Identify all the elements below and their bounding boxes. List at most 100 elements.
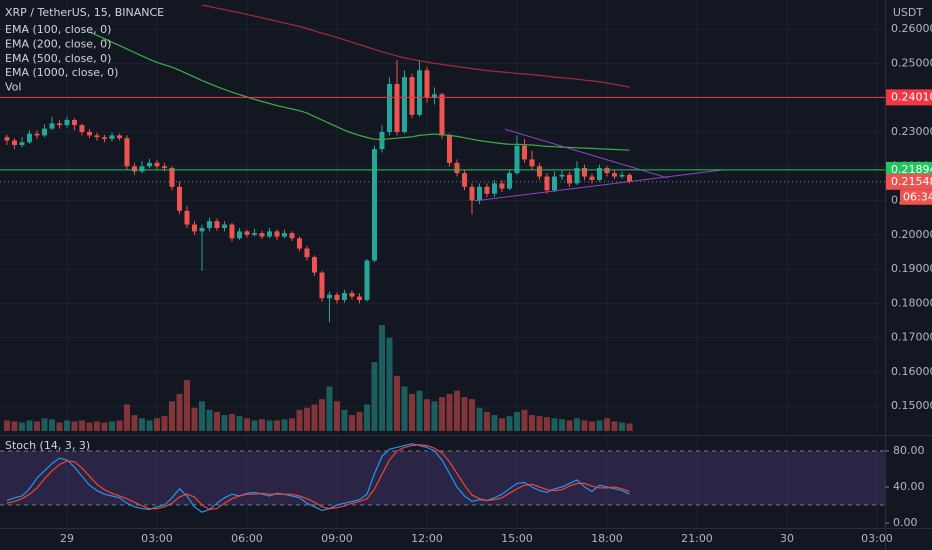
volume-bar	[393, 375, 400, 431]
legend-entry: EMA (200, close, 0)	[5, 37, 111, 50]
candle-body	[619, 174, 625, 177]
volume-bar	[491, 415, 498, 431]
volume-bar	[176, 393, 183, 431]
volume-bar	[611, 421, 618, 431]
x-tick-label: 03:00	[141, 532, 173, 545]
volume-bar	[296, 409, 303, 431]
volume-bar	[626, 423, 633, 431]
candle-body	[41, 128, 47, 136]
volume-bar	[131, 415, 138, 431]
volume-bar	[153, 418, 160, 431]
stoch-tick-label: 0.00	[893, 516, 918, 529]
volume-bar	[566, 420, 573, 431]
volume-bar	[521, 409, 528, 431]
candle-body	[446, 135, 452, 163]
volume-bar	[161, 416, 168, 431]
candle-body	[191, 224, 197, 232]
candle-body	[416, 70, 422, 115]
y-tick-label: 0.25000	[891, 56, 932, 69]
stoch-line	[6, 443, 630, 513]
volume-bar	[311, 404, 318, 431]
candle-body	[116, 135, 122, 139]
volume-bar	[348, 415, 355, 431]
candle-body	[484, 186, 490, 194]
volume-bar	[198, 401, 205, 431]
stoch-band	[0, 450, 885, 506]
x-tick-label: 21:00	[681, 532, 713, 545]
x-tick-label: 03:00	[861, 532, 893, 545]
volume-bar	[483, 411, 490, 431]
volume-bar	[236, 416, 243, 431]
x-tick-label: 09:00	[321, 532, 353, 545]
volume-bar	[558, 419, 565, 431]
candle-body	[319, 272, 325, 299]
y-tick-label: 0.18000	[891, 296, 932, 309]
volume-bar	[63, 420, 70, 431]
candle-body	[94, 135, 100, 138]
candle-body	[574, 167, 580, 184]
volume-bar	[573, 418, 580, 431]
volume-bar	[408, 393, 415, 431]
ema-line	[201, 4, 630, 88]
candle-body	[326, 294, 332, 299]
x-tick-label: 15:00	[501, 532, 533, 545]
volume-bar	[446, 393, 453, 431]
volume-bar	[108, 421, 115, 431]
ema-line	[89, 31, 630, 151]
candle-body	[476, 186, 482, 201]
volume-bar	[378, 325, 385, 431]
x-tick-label: 06:00	[231, 532, 263, 545]
volume-bar	[603, 418, 610, 431]
y-tick-label: 0.26000	[891, 22, 932, 35]
volume-bar	[363, 404, 370, 431]
volume-bar	[281, 419, 288, 431]
candle-body	[139, 166, 145, 172]
candle-body	[529, 159, 535, 167]
y-tick-label: 0.19000	[891, 262, 932, 275]
volume-bar	[138, 418, 145, 431]
countdown-label: 06:34	[903, 190, 932, 203]
candle-body	[109, 135, 115, 139]
candle-body	[199, 227, 205, 232]
candle-body	[206, 221, 212, 228]
candle-body	[244, 231, 250, 235]
candle-body	[409, 77, 415, 115]
volume-bar	[318, 399, 325, 431]
volume-bar	[48, 419, 55, 431]
y-tick-label: 0.20000	[891, 228, 932, 241]
candle-body	[356, 296, 362, 300]
volume-bar	[18, 422, 25, 431]
candle-body	[274, 231, 280, 237]
candle-body	[364, 260, 370, 300]
x-tick-label: 12:00	[411, 532, 443, 545]
candle-body	[64, 119, 70, 126]
volume-bar	[326, 386, 333, 431]
candle-body	[49, 123, 55, 129]
candle-body	[296, 238, 302, 249]
candle-body	[79, 125, 85, 132]
candle-body	[259, 233, 265, 237]
x-tick-label: 30	[780, 532, 794, 545]
volume-bar	[33, 421, 40, 431]
candle-body	[349, 293, 355, 297]
volume-bar	[536, 416, 543, 431]
candle-body	[611, 173, 617, 177]
candle-body	[596, 167, 602, 180]
candle-body	[334, 294, 340, 300]
currency-label: USDT	[893, 6, 924, 19]
volume-bar	[401, 386, 408, 431]
volume-bar	[78, 420, 85, 431]
legend-entry: Vol	[5, 81, 21, 94]
volume-bar	[206, 409, 213, 431]
stoch-line	[6, 444, 630, 511]
y-tick-label: 0.23000	[891, 125, 932, 138]
volume-bar	[386, 337, 393, 431]
y-tick-label: 0.17000	[891, 331, 932, 344]
volume-bar	[513, 411, 520, 431]
volume-bar	[551, 418, 558, 431]
volume-bar	[528, 415, 535, 431]
volume-bar	[506, 416, 513, 431]
volume-bar	[356, 411, 363, 431]
